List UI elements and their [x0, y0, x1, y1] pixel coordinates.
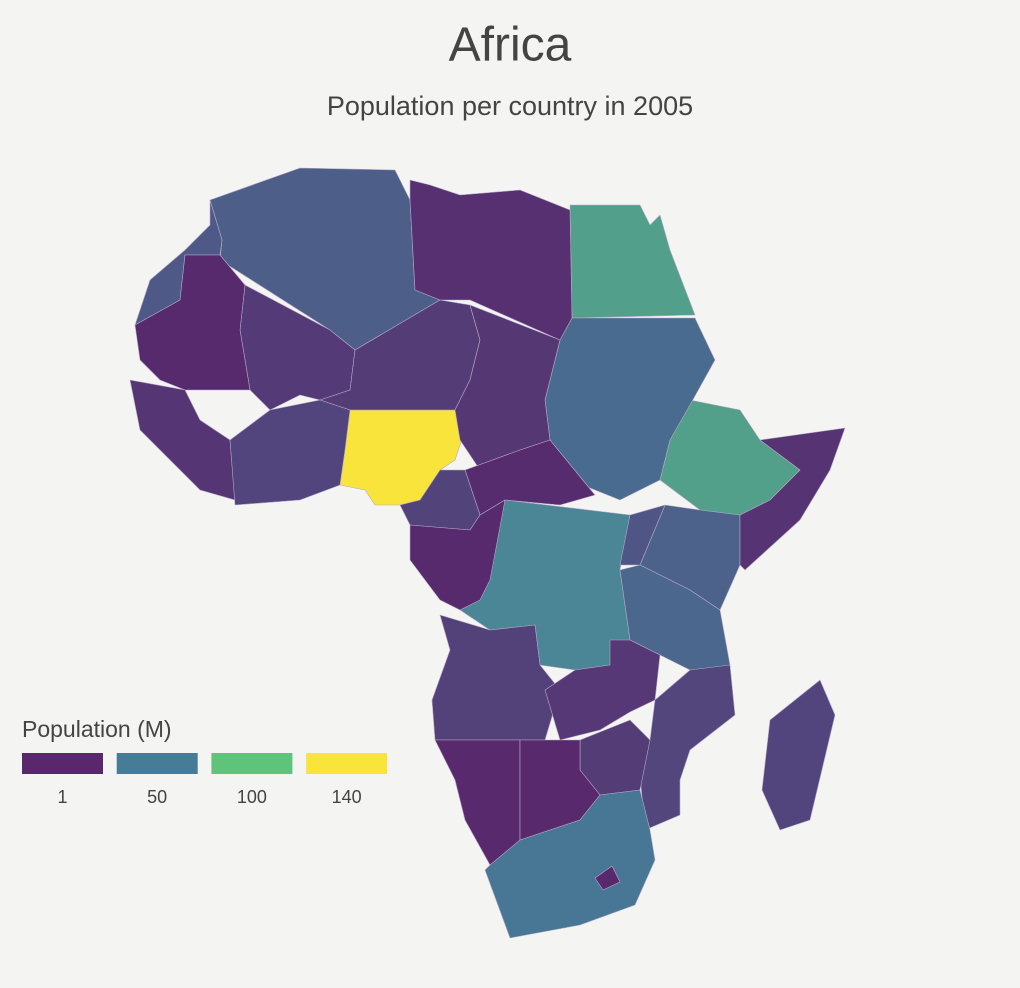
legend-title: Population (M) — [22, 716, 172, 742]
region — [761, 679, 836, 831]
legend-label: 50 — [147, 787, 167, 807]
region — [739, 427, 846, 571]
region — [409, 499, 506, 611]
region — [569, 204, 696, 319]
legend-swatch — [211, 753, 293, 774]
legend-label: 100 — [237, 787, 267, 807]
legend-swatch — [306, 753, 388, 774]
legend: 1 50 100 140 — [22, 753, 388, 807]
region — [134, 254, 251, 391]
legend-label: 1 — [57, 787, 67, 807]
map-title: Africa — [449, 19, 572, 72]
region — [229, 399, 351, 506]
map-subtitle: Population per country in 2005 — [327, 91, 693, 121]
regions — [129, 167, 846, 939]
legend-label: 140 — [332, 787, 362, 807]
legend-swatch — [116, 753, 198, 774]
region — [484, 789, 656, 939]
region — [409, 179, 573, 341]
region — [594, 865, 621, 891]
legend-swatch — [22, 753, 103, 774]
region — [544, 639, 661, 741]
